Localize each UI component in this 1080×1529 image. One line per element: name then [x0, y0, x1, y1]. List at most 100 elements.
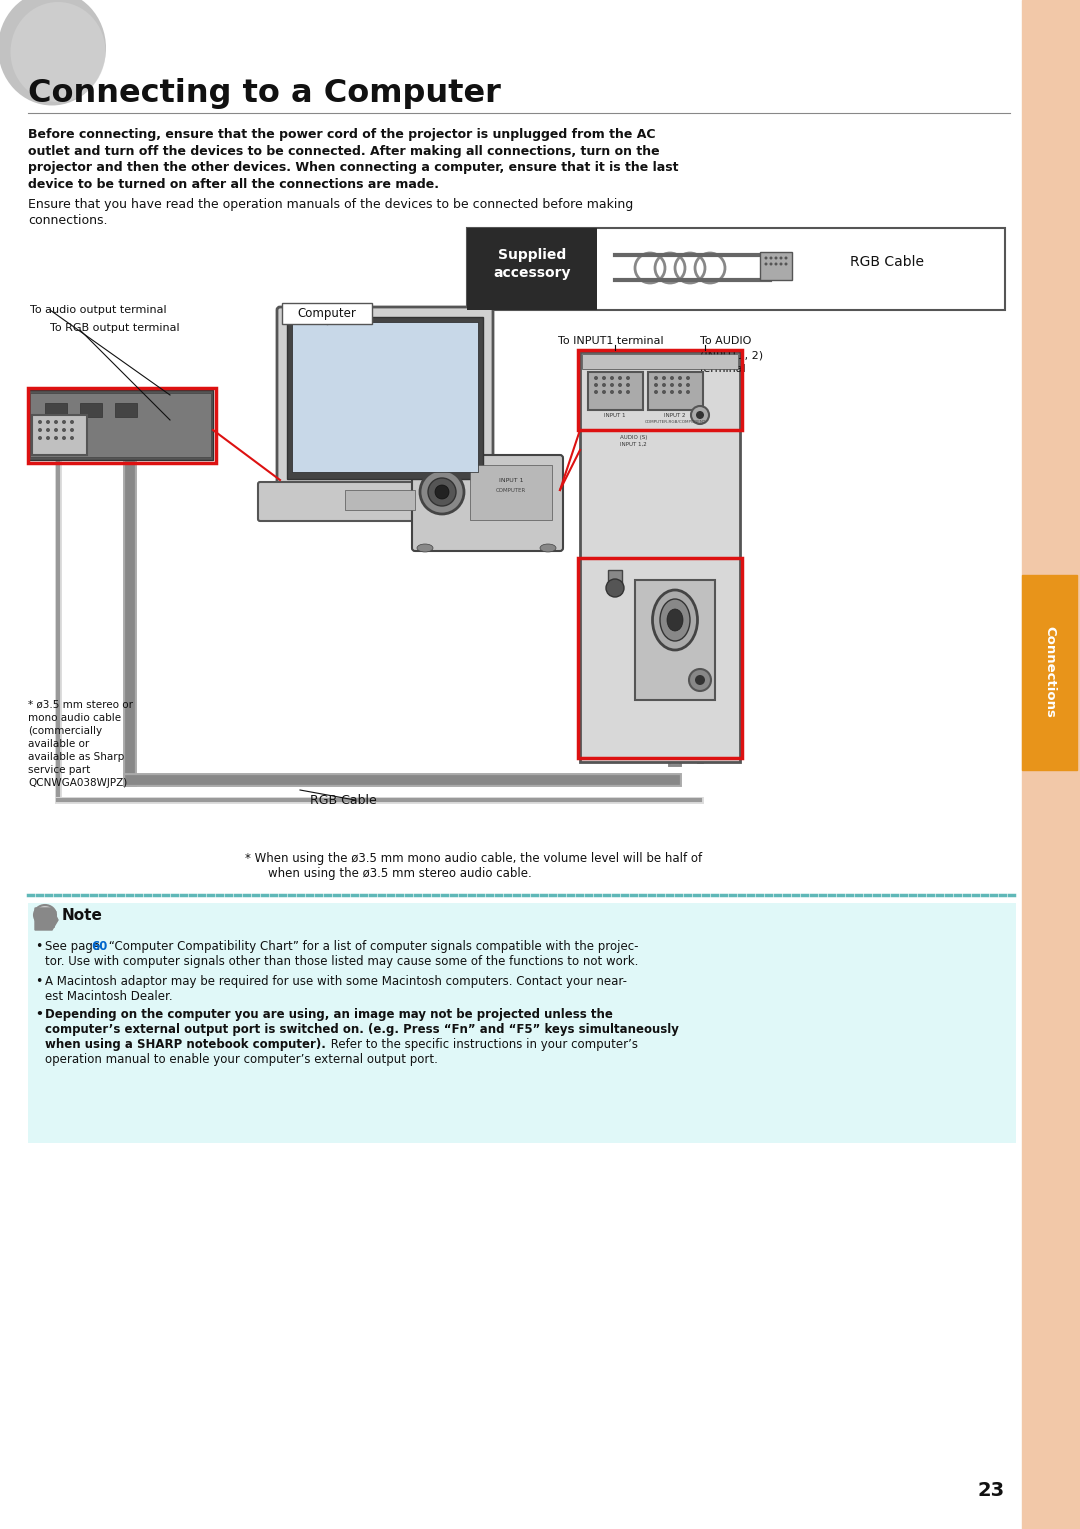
- Text: See page: See page: [45, 940, 104, 953]
- Bar: [582, 355, 738, 368]
- Circle shape: [70, 428, 75, 433]
- Text: “Computer Compatibility Chart” for a list of computer signals compatible with th: “Computer Compatibility Chart” for a lis…: [105, 940, 638, 953]
- Circle shape: [38, 428, 42, 433]
- Circle shape: [678, 390, 681, 394]
- Circle shape: [626, 382, 630, 387]
- Text: tor. Use with computer signals other than those listed may cause some of the fun: tor. Use with computer signals other tha…: [45, 956, 638, 968]
- Bar: [1022, 575, 1077, 771]
- Text: when using the ø3.5 mm stereo audio cable.: when using the ø3.5 mm stereo audio cabl…: [268, 867, 531, 881]
- Bar: [80, 404, 102, 417]
- Circle shape: [678, 382, 681, 387]
- Text: To RGB output terminal: To RGB output terminal: [50, 323, 179, 333]
- Ellipse shape: [652, 590, 698, 650]
- Circle shape: [654, 382, 658, 387]
- Text: when using a SHARP notebook computer).: when using a SHARP notebook computer).: [45, 1038, 326, 1050]
- Circle shape: [54, 428, 58, 433]
- Circle shape: [784, 263, 787, 266]
- Text: device to be turned on after all the connections are made.: device to be turned on after all the con…: [28, 177, 438, 191]
- Bar: [608, 570, 622, 589]
- Text: •: •: [35, 1008, 43, 1021]
- Text: INPUT 2: INPUT 2: [664, 413, 686, 417]
- Circle shape: [662, 376, 666, 381]
- Circle shape: [38, 436, 42, 440]
- Text: * When using the ø3.5 mm mono audio cable, the volume level will be half of: * When using the ø3.5 mm mono audio cabl…: [245, 852, 702, 865]
- Circle shape: [606, 579, 624, 596]
- Text: INPUT 1,2: INPUT 1,2: [620, 442, 647, 446]
- Text: outlet and turn off the devices to be connected. After making all connections, t: outlet and turn off the devices to be co…: [28, 145, 660, 157]
- Circle shape: [420, 469, 464, 514]
- Circle shape: [670, 390, 674, 394]
- Circle shape: [670, 382, 674, 387]
- Text: INPUT 1: INPUT 1: [499, 479, 523, 483]
- Ellipse shape: [660, 599, 690, 641]
- Text: connections.: connections.: [28, 214, 108, 228]
- Text: service part: service part: [28, 764, 91, 775]
- Bar: [470, 465, 552, 520]
- Bar: [345, 489, 415, 511]
- Text: Computer: Computer: [298, 306, 356, 320]
- Circle shape: [626, 376, 630, 381]
- Circle shape: [686, 390, 690, 394]
- Circle shape: [654, 376, 658, 381]
- FancyBboxPatch shape: [411, 456, 563, 550]
- Text: Before connecting, ensure that the power cord of the projector is unplugged from: Before connecting, ensure that the power…: [28, 128, 656, 141]
- Circle shape: [686, 376, 690, 381]
- Ellipse shape: [696, 674, 705, 685]
- Circle shape: [765, 263, 768, 266]
- Circle shape: [594, 382, 598, 387]
- Text: COMPUTER-RGB/COMPONENT: COMPUTER-RGB/COMPONENT: [645, 420, 705, 424]
- Circle shape: [602, 390, 606, 394]
- Text: To AUDIO: To AUDIO: [700, 336, 752, 346]
- Bar: [282, 303, 372, 324]
- Circle shape: [435, 485, 449, 498]
- Bar: [578, 558, 742, 758]
- Ellipse shape: [540, 544, 556, 552]
- Bar: [28, 904, 1016, 1144]
- Bar: [45, 404, 67, 417]
- Circle shape: [774, 263, 778, 266]
- Circle shape: [594, 390, 598, 394]
- Circle shape: [769, 257, 772, 260]
- Bar: [760, 252, 792, 280]
- Text: INPUT 1: INPUT 1: [604, 413, 625, 417]
- Circle shape: [602, 382, 606, 387]
- Text: * ø3.5 mm stereo or: * ø3.5 mm stereo or: [28, 700, 133, 709]
- Text: Supplied: Supplied: [498, 248, 566, 261]
- Text: (commercially: (commercially: [28, 726, 103, 735]
- Circle shape: [618, 390, 622, 394]
- Text: computer’s external output port is switched on. (e.g. Press “Fn” and “F5” keys s: computer’s external output port is switc…: [45, 1023, 679, 1037]
- Bar: [580, 352, 740, 761]
- Ellipse shape: [33, 905, 56, 925]
- Circle shape: [54, 436, 58, 440]
- Text: projector and then the other devices. When connecting a computer, ensure that it: projector and then the other devices. Wh…: [28, 161, 678, 174]
- Ellipse shape: [417, 544, 433, 552]
- Text: Note: Note: [62, 908, 103, 924]
- Circle shape: [780, 257, 783, 260]
- Circle shape: [38, 420, 42, 424]
- Text: (INPUT1, 2): (INPUT1, 2): [700, 350, 764, 359]
- Text: terminal: terminal: [700, 364, 746, 375]
- Bar: [467, 228, 597, 310]
- Text: Ensure that you have read the operation manuals of the devices to be connected b: Ensure that you have read the operation …: [28, 197, 633, 211]
- Circle shape: [654, 390, 658, 394]
- Circle shape: [618, 382, 622, 387]
- Text: Depending on the computer you are using, an image may not be projected unless th: Depending on the computer you are using,…: [45, 1008, 612, 1021]
- Text: RGB Cable: RGB Cable: [310, 794, 377, 806]
- Polygon shape: [35, 908, 58, 930]
- Bar: [114, 404, 137, 417]
- Ellipse shape: [0, 0, 106, 106]
- Circle shape: [54, 420, 58, 424]
- Circle shape: [662, 382, 666, 387]
- Text: operation manual to enable your computer’s external output port.: operation manual to enable your computer…: [45, 1053, 437, 1066]
- Ellipse shape: [11, 2, 106, 102]
- Circle shape: [610, 382, 615, 387]
- FancyBboxPatch shape: [258, 482, 512, 521]
- Text: QCNWGA038WJPZ): QCNWGA038WJPZ): [28, 778, 127, 787]
- Bar: [32, 414, 87, 456]
- Bar: [42, 919, 54, 927]
- Bar: [28, 388, 216, 463]
- Text: •: •: [35, 976, 42, 988]
- Text: Connecting to a Computer: Connecting to a Computer: [28, 78, 501, 109]
- Circle shape: [780, 263, 783, 266]
- Bar: [467, 228, 1005, 310]
